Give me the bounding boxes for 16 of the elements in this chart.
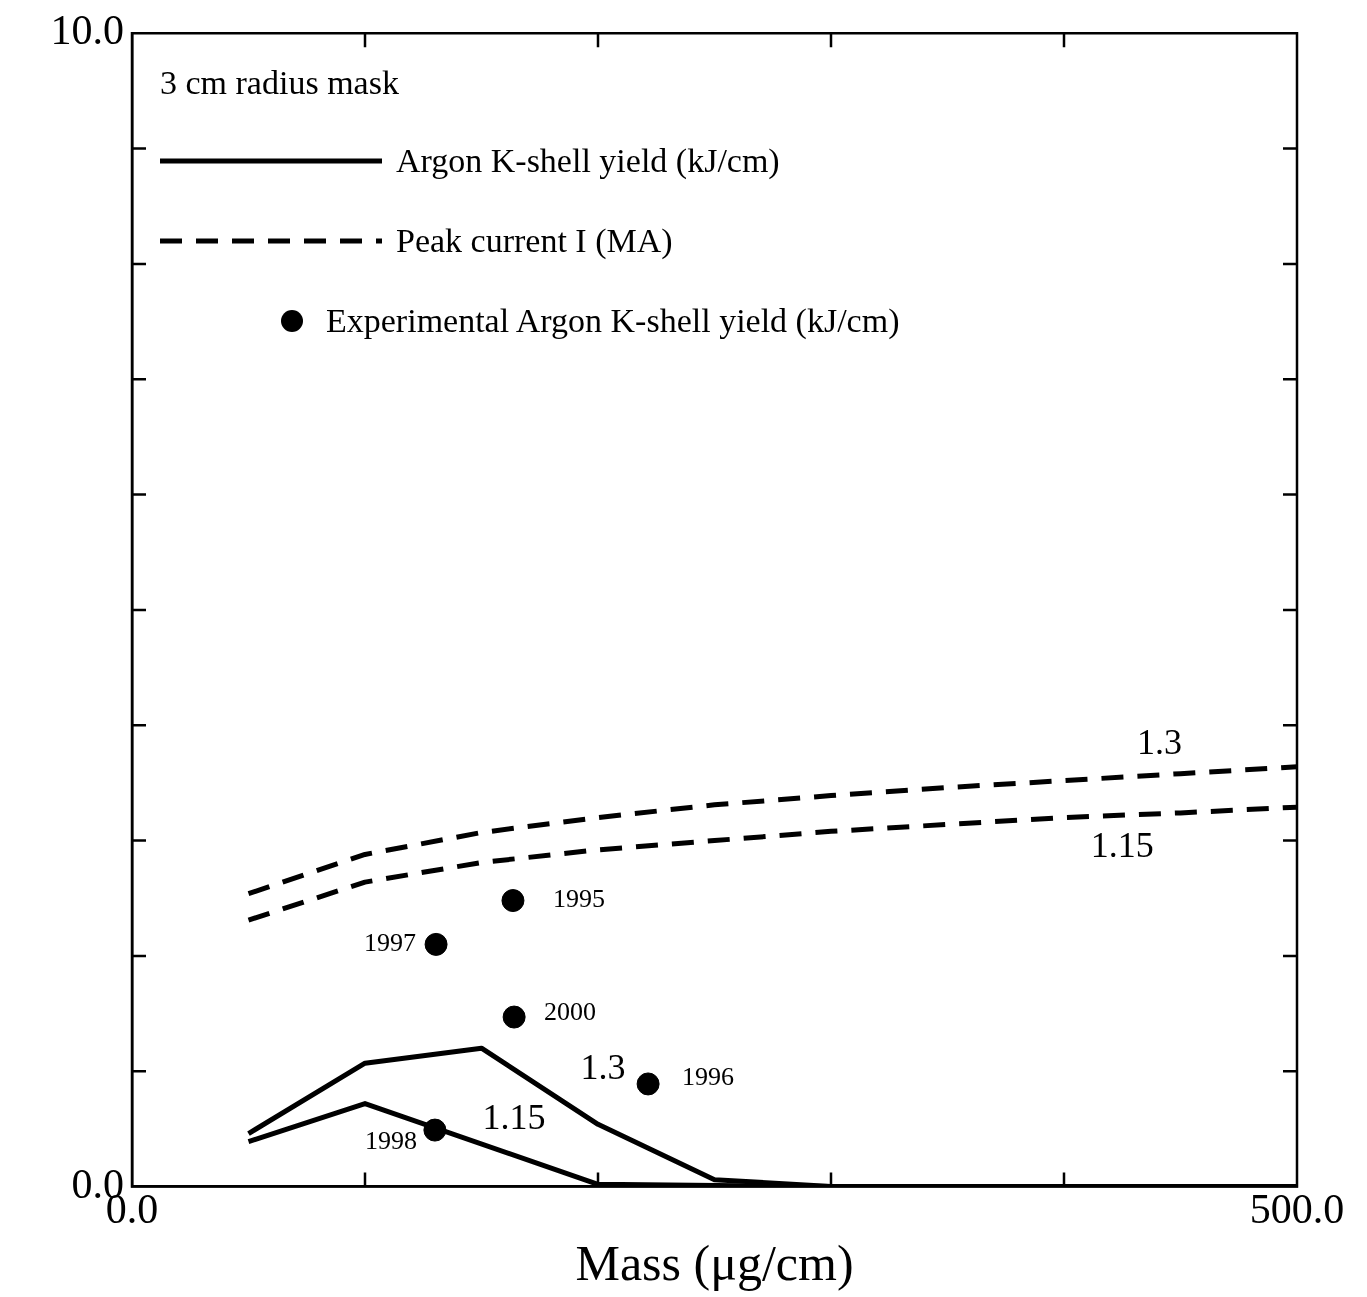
y-tick-label: 10.0 xyxy=(50,7,124,54)
annotation: 2000 xyxy=(544,996,597,1026)
x-tick-label: 500.0 xyxy=(1249,1185,1345,1232)
annotation: 1.3 xyxy=(1137,722,1183,763)
annotation: 1997 xyxy=(364,928,417,958)
x-axis-title: Mass (μg/cm) xyxy=(575,1235,854,1292)
legend-title: 3 cm radius mask xyxy=(160,63,400,104)
legend-label: Argon K-shell yield (kJ/cm) xyxy=(396,142,780,180)
annotation: 1998 xyxy=(364,1125,417,1155)
legend-label: Experimental Argon K-shell yield (kJ/cm) xyxy=(326,302,900,340)
annotation: 1.15 xyxy=(482,1096,546,1137)
annotation: 1995 xyxy=(552,884,605,914)
legend-label: Peak current I (MA) xyxy=(396,222,673,260)
annotation: 1996 xyxy=(682,1061,735,1091)
annotation: 1.15 xyxy=(1090,824,1154,865)
annotation: 1.3 xyxy=(580,1046,626,1087)
